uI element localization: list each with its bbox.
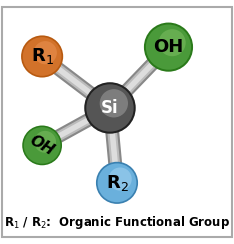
Circle shape <box>34 41 57 64</box>
Circle shape <box>24 127 60 164</box>
Circle shape <box>21 35 63 78</box>
Text: OH: OH <box>27 132 57 158</box>
Text: OH: OH <box>153 38 184 56</box>
Text: R$_1$: R$_1$ <box>31 46 54 66</box>
Text: R$_1$ / R$_2$:  Organic Functional Group: R$_1$ / R$_2$: Organic Functional Group <box>4 214 230 231</box>
Text: Si: Si <box>101 99 119 117</box>
Text: R$_2$: R$_2$ <box>106 173 128 193</box>
Circle shape <box>96 162 138 204</box>
Circle shape <box>144 22 193 72</box>
Circle shape <box>34 131 56 153</box>
Circle shape <box>86 84 134 132</box>
Circle shape <box>22 125 62 165</box>
Circle shape <box>23 37 62 76</box>
Circle shape <box>146 24 191 70</box>
Circle shape <box>109 167 132 191</box>
Circle shape <box>159 29 186 56</box>
Circle shape <box>84 82 136 134</box>
Circle shape <box>98 163 136 202</box>
Circle shape <box>100 89 128 117</box>
